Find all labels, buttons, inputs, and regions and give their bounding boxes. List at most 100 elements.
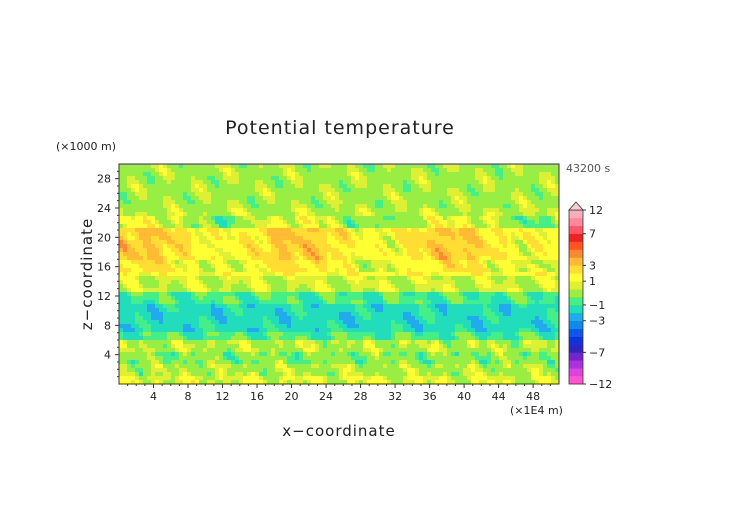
field-cell <box>551 316 556 321</box>
field-cell <box>363 336 368 341</box>
field-cell <box>311 212 316 217</box>
field-cell <box>275 228 280 233</box>
field-cell <box>451 304 456 309</box>
field-cell <box>339 212 344 217</box>
field-cell <box>143 324 148 329</box>
field-cell <box>543 248 548 253</box>
field-cell <box>219 224 224 229</box>
field-cell <box>303 324 308 329</box>
field-cell <box>243 296 248 301</box>
field-cell <box>147 324 152 329</box>
field-cell <box>531 328 536 333</box>
field-cell <box>531 216 536 221</box>
field-cell <box>147 224 152 229</box>
field-cell <box>415 248 420 253</box>
field-cell <box>139 228 144 233</box>
field-cell <box>555 176 559 181</box>
field-cell <box>427 196 432 201</box>
field-cell <box>331 284 336 289</box>
field-cell <box>267 184 272 189</box>
field-cell <box>275 224 280 229</box>
field-cell <box>255 244 260 249</box>
field-cell <box>495 280 500 285</box>
field-cell <box>247 264 252 269</box>
field-cell <box>199 240 204 245</box>
field-cell <box>407 260 412 265</box>
field-cell <box>311 336 316 341</box>
field-cell <box>495 208 500 213</box>
field-cell <box>191 276 196 281</box>
field-cell <box>299 168 304 173</box>
field-cell <box>491 184 496 189</box>
field-cell <box>547 228 552 233</box>
field-cell <box>263 324 268 329</box>
field-cell <box>415 264 420 269</box>
field-cell <box>471 220 476 225</box>
field-cell <box>295 268 300 273</box>
field-cell <box>475 252 480 257</box>
field-cell <box>347 228 352 233</box>
field-cell <box>455 252 460 257</box>
field-cell <box>183 320 188 325</box>
field-cell <box>127 244 132 249</box>
field-cell <box>271 328 276 333</box>
field-cell <box>371 224 376 229</box>
field-cell <box>151 268 156 273</box>
field-cell <box>551 180 556 185</box>
field-cell <box>503 188 508 193</box>
field-cell <box>487 184 492 189</box>
field-cell <box>279 344 284 349</box>
field-cell <box>479 300 484 305</box>
field-cell <box>319 216 324 221</box>
field-cell <box>147 332 152 337</box>
field-cell <box>383 292 388 297</box>
field-cell <box>351 260 356 265</box>
field-cell <box>251 340 256 345</box>
field-cell <box>243 204 248 209</box>
field-cell <box>211 200 216 205</box>
field-cell <box>531 220 536 225</box>
field-cell <box>403 164 408 169</box>
field-cell <box>163 316 168 321</box>
field-cell <box>411 204 416 209</box>
field-cell <box>315 320 320 325</box>
field-cell <box>199 308 204 313</box>
field-cell <box>287 304 292 309</box>
field-cell <box>327 192 332 197</box>
field-cell <box>431 200 436 205</box>
field-cell <box>223 184 228 189</box>
field-cell <box>271 164 276 169</box>
field-cell <box>223 244 228 249</box>
field-cell <box>319 224 324 229</box>
field-cell <box>403 216 408 221</box>
field-cell <box>543 280 548 285</box>
field-cell <box>439 208 444 213</box>
field-cell <box>415 200 420 205</box>
field-cell <box>179 312 184 317</box>
field-cell <box>131 344 136 349</box>
field-cell <box>367 308 372 313</box>
field-cell <box>327 168 332 173</box>
field-cell <box>367 180 372 185</box>
field-cell <box>143 276 148 281</box>
field-cell <box>543 256 548 261</box>
field-cell <box>207 308 212 313</box>
field-cell <box>279 192 284 197</box>
field-cell <box>503 296 508 301</box>
field-cell <box>331 280 336 285</box>
field-cell <box>211 188 216 193</box>
field-cell <box>239 248 244 253</box>
field-cell <box>359 284 364 289</box>
field-cell <box>395 208 400 213</box>
field-cell <box>227 220 232 225</box>
field-cell <box>459 276 464 281</box>
field-cell <box>207 188 212 193</box>
field-cell <box>427 168 432 173</box>
field-cell <box>391 324 396 329</box>
field-cell <box>139 176 144 181</box>
field-cell <box>435 332 440 337</box>
field-cell <box>547 280 552 285</box>
field-cell <box>247 292 252 297</box>
field-cell <box>463 332 468 337</box>
field-cell <box>315 308 320 313</box>
